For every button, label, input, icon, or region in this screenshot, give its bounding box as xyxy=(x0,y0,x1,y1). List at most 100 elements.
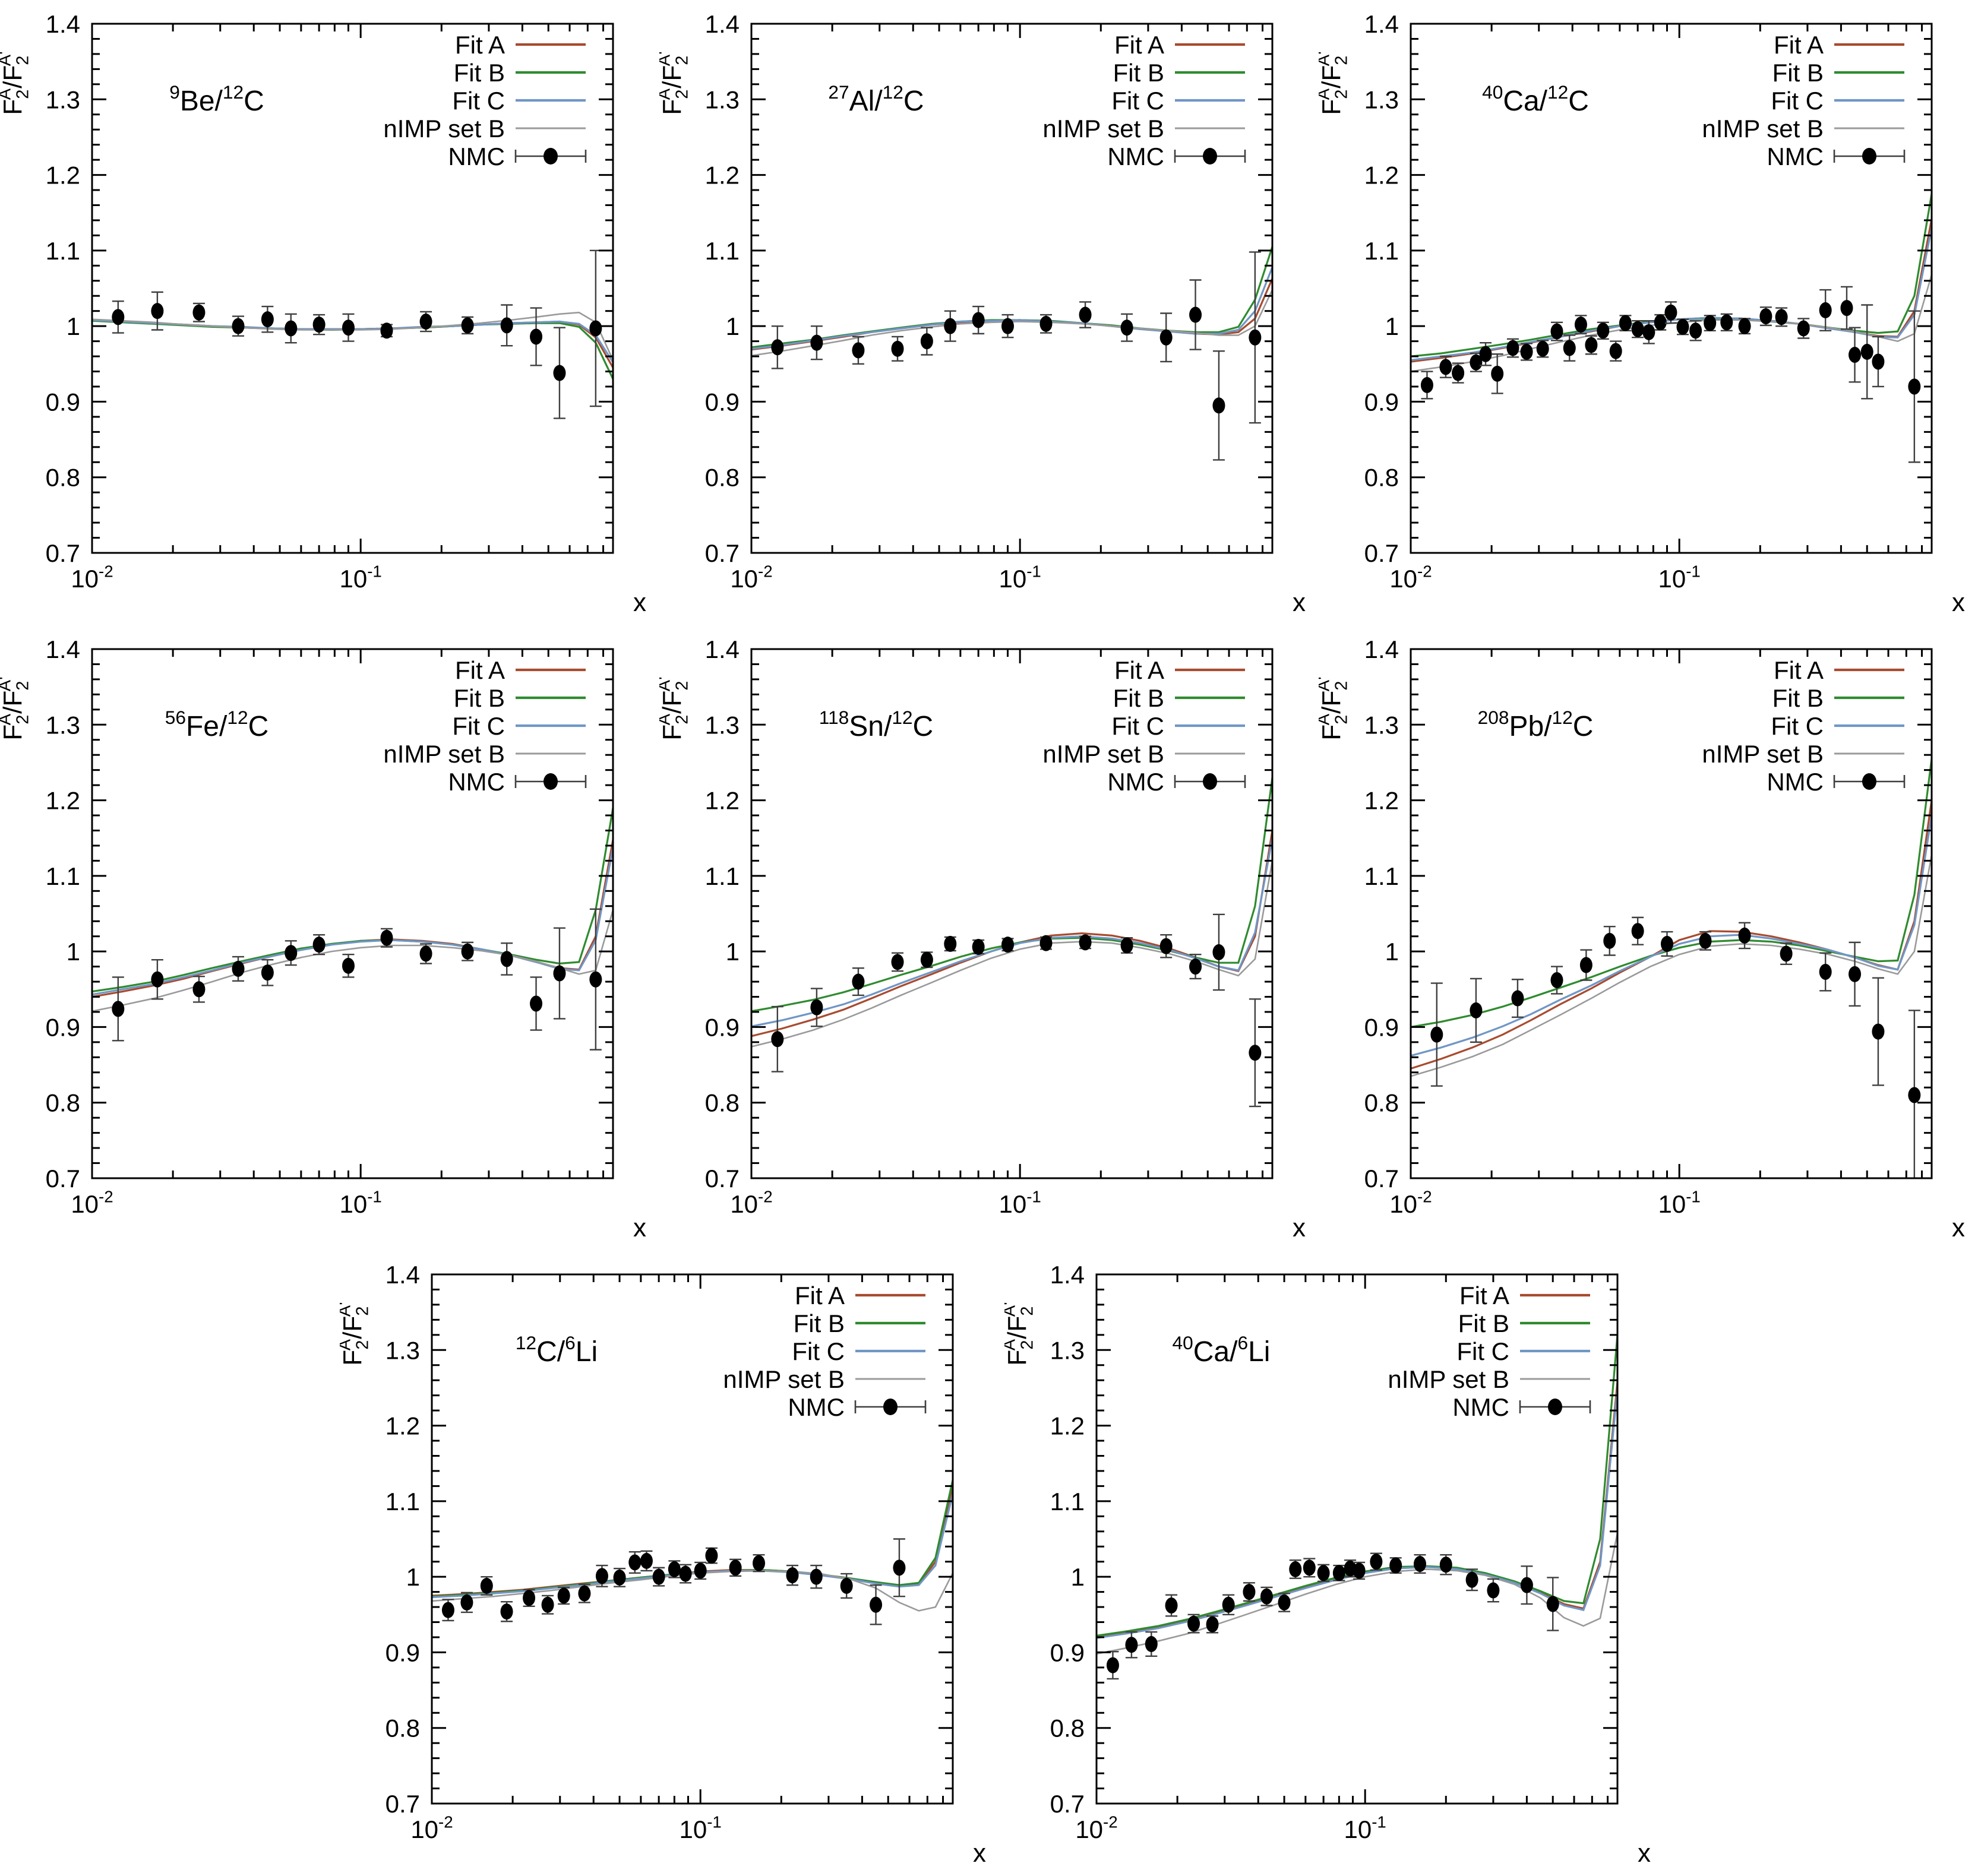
y-axis-title: F2A/F2A' xyxy=(340,1302,372,1365)
legend-item-fit-c: Fit C xyxy=(1111,712,1245,740)
x-axis-title: x xyxy=(1952,588,1965,617)
panel-title: 12C/6Li xyxy=(516,1332,598,1368)
nmc-point xyxy=(1520,1577,1533,1593)
nmc-point xyxy=(786,1567,799,1584)
legend-label: Fit A xyxy=(1774,656,1824,684)
nmc-point xyxy=(1819,302,1832,318)
nmc-point xyxy=(342,319,355,336)
nmc-point xyxy=(1536,340,1549,357)
fit-a-curve xyxy=(92,839,613,998)
y-tick-label: 0.8 xyxy=(705,1089,740,1117)
y-tick-label: 1.3 xyxy=(386,1336,420,1364)
y-tick-label: 1.3 xyxy=(1364,86,1399,113)
legend-label: Fit B xyxy=(794,1309,845,1337)
nmc-point xyxy=(232,960,245,977)
nmc-point xyxy=(500,1603,513,1620)
nmc-point xyxy=(1125,1637,1138,1653)
legend-point-sample xyxy=(1548,1399,1562,1415)
nmc-point xyxy=(1120,937,1133,954)
y-tick-label: 0.9 xyxy=(386,1638,420,1666)
nmc-point xyxy=(541,1596,554,1613)
legend-item-fit-c: Fit C xyxy=(792,1337,925,1365)
nmc-point xyxy=(1249,329,1262,346)
legend-label: Fit C xyxy=(1771,87,1824,115)
fit-c-curve xyxy=(1411,227,1932,361)
nmc-point xyxy=(1550,972,1563,989)
legend-label: nIMP set B xyxy=(1388,1365,1509,1393)
axis-ticks xyxy=(1095,1273,1617,1805)
nmc-point xyxy=(1520,343,1533,360)
nmc-point xyxy=(1699,932,1712,949)
legend-item-nimp-set-b: nIMP set B xyxy=(1702,115,1904,143)
y-tick-label: 1 xyxy=(726,312,740,340)
curves-group xyxy=(1411,758,1932,1077)
y-tick-label: 1 xyxy=(1071,1563,1085,1591)
panel-title: 40Ca/12C xyxy=(1482,81,1589,117)
nmc-point xyxy=(1479,346,1492,362)
nmc-point xyxy=(530,328,543,345)
nmc-points xyxy=(771,913,1262,1108)
y-tick-label: 1.1 xyxy=(46,862,80,890)
nmc-point xyxy=(342,957,355,974)
nmc-point xyxy=(1206,1616,1219,1633)
fit-b-curve xyxy=(1097,1334,1617,1637)
nmc-point xyxy=(893,1559,906,1576)
nmc-point xyxy=(1039,935,1053,951)
nmc-point xyxy=(1189,958,1202,975)
legend-item-nimp-set-b: nIMP set B xyxy=(1042,115,1245,143)
nmc-point xyxy=(500,951,513,967)
nmc-point xyxy=(1780,945,1793,962)
x-axis-title: x xyxy=(633,588,646,617)
nmc-point xyxy=(1511,990,1524,1007)
nmc-point xyxy=(972,939,985,956)
legend-label: Fit C xyxy=(1111,712,1164,740)
nmc-point xyxy=(285,320,298,337)
nmc-point xyxy=(1420,377,1433,393)
nmc-point xyxy=(1212,944,1225,960)
x-tick-label: 10-1 xyxy=(1658,562,1700,593)
y-tick-label: 1.2 xyxy=(705,162,740,189)
legend-label: NMC xyxy=(1767,768,1824,796)
y-tick-label: 1.4 xyxy=(705,635,740,663)
nmc-point xyxy=(1660,935,1673,952)
nmc-points xyxy=(1430,916,1921,1178)
nmc-point xyxy=(312,317,326,333)
nimp-set-b-curve xyxy=(92,909,613,1012)
curves-group xyxy=(751,246,1272,357)
axis-labels: 0.7 0.8 0.9 1 1.1 1.2 1.3 1.4 10-2 10-1 x F2A/F2A' 4… xyxy=(1004,1261,1651,1868)
y-tick-label: 0.8 xyxy=(46,1089,80,1117)
nmc-point xyxy=(891,340,904,357)
nmc-point xyxy=(1860,343,1873,360)
y-axis-title: F2A/F2A' xyxy=(1319,676,1351,740)
legend-item-fit-c: Fit C xyxy=(1771,87,1904,115)
x-tick-label: 10-2 xyxy=(1075,1812,1117,1843)
legend-item-fit-a: Fit A xyxy=(1114,31,1245,59)
nmc-point xyxy=(1609,343,1622,359)
x-axis-title: x xyxy=(1293,1213,1306,1242)
axis-labels: 0.7 0.8 0.9 1 1.1 1.2 1.3 1.4 10-2 10-1 x F2A/F2A' 1… xyxy=(340,1261,986,1868)
nmc-point xyxy=(461,943,474,960)
nimp-set-b-curve xyxy=(1411,854,1932,1077)
nmc-points xyxy=(441,1538,906,1625)
nimp-set-b-curve xyxy=(751,861,1272,1048)
legend-item-fit-b: Fit B xyxy=(1772,59,1904,87)
nmc-point xyxy=(891,954,904,970)
axis-ticks xyxy=(91,23,613,554)
x-tick-label: 10-1 xyxy=(679,1812,721,1843)
y-axis-title: F2A/F2A' xyxy=(659,51,691,115)
nmc-point xyxy=(1676,318,1689,335)
nmc-point xyxy=(595,1568,608,1584)
legend-label: Fit A xyxy=(1459,1282,1509,1309)
nmc-point xyxy=(261,964,274,981)
nmc-point xyxy=(1465,1571,1478,1588)
nmc-point xyxy=(1563,340,1576,356)
legend-label: Fit B xyxy=(1458,1309,1509,1337)
y-axis-title: F2A/F2A' xyxy=(659,676,691,740)
nmc-point xyxy=(285,945,298,961)
y-tick-label: 0.7 xyxy=(46,1165,80,1192)
legend-label: NMC xyxy=(448,768,505,796)
legend-label: Fit A xyxy=(455,31,505,59)
legend-label: NMC xyxy=(1107,768,1164,796)
y-tick-label: 1.1 xyxy=(705,237,740,265)
